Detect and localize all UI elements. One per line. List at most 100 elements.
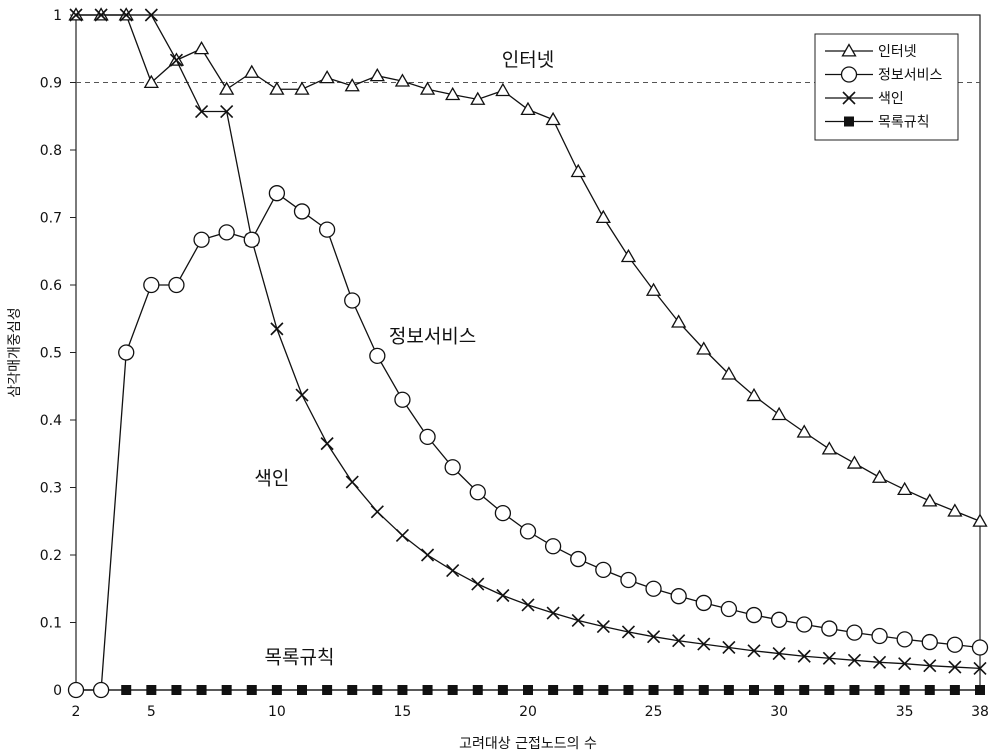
series-3-point: [648, 685, 659, 695]
legend-label: 목록규칙: [878, 115, 930, 131]
series-0-point: [143, 74, 159, 89]
legend-item: 목록규칙: [825, 115, 930, 131]
series-2-point: [496, 588, 510, 603]
x-tick-label: 38: [971, 704, 989, 720]
series-1-line: [76, 192, 981, 691]
series-3-point: [322, 685, 333, 695]
x-tick-label: 25: [645, 704, 663, 720]
series-1-point: [645, 580, 662, 597]
series-1-point: [218, 224, 235, 241]
series-2-point: [898, 657, 912, 671]
series-1-point: [92, 681, 110, 699]
series-1-point: [921, 633, 938, 651]
y-tick-label: 0.3: [40, 481, 62, 497]
series-3: [71, 685, 985, 695]
series-1-point: [444, 459, 461, 476]
series-2-point: [270, 322, 284, 336]
series-0-point: [620, 248, 637, 263]
series-1-point: [846, 624, 863, 641]
series-0-point: [696, 341, 712, 355]
series-3-point: [849, 685, 860, 695]
series-2-point: [345, 475, 359, 489]
series-1-point: [193, 231, 210, 248]
series-1-point: [268, 185, 286, 202]
series-2-point: [646, 630, 661, 644]
series-0-point: [796, 424, 812, 438]
y-tick-label: 0: [53, 683, 62, 699]
series-2-point: [973, 661, 987, 675]
series-0-point: [645, 282, 662, 296]
legend-label: 인터넷: [878, 44, 917, 60]
series-3-point: [447, 685, 458, 695]
series-2-point: [596, 619, 610, 634]
series-1-point: [118, 344, 135, 361]
series-3-point: [899, 685, 910, 695]
series-3-point: [297, 685, 307, 695]
series-0-point: [545, 111, 561, 126]
series-1-point: [318, 221, 336, 238]
series-1-point: [293, 203, 311, 220]
annotation-label: 정보서비스: [389, 326, 476, 348]
series-0-point: [445, 86, 461, 101]
series-3-point: [422, 685, 433, 695]
series-1-point: [821, 620, 838, 637]
series-2-point: [521, 598, 535, 612]
series-3-point: [673, 685, 684, 695]
y-tick-label: 0.5: [40, 346, 62, 362]
y-tick-label: 0.1: [40, 616, 62, 632]
series-0-point: [771, 406, 787, 421]
annotation-label: 목록규칙: [265, 646, 335, 668]
series-2-point: [847, 653, 862, 667]
series-0-point: [193, 40, 210, 55]
series-0-point: [369, 67, 385, 82]
series-2-point: [119, 8, 133, 22]
series-0-point: [470, 91, 486, 105]
series-2-point: [842, 91, 856, 105]
series-0-point: [871, 469, 888, 483]
legend-box: [814, 33, 959, 141]
series-0-point: [821, 441, 837, 455]
series-0-point: [495, 82, 511, 97]
series-2-point: [772, 646, 786, 661]
y-tick-label: 0.9: [40, 76, 62, 92]
y-tick-label: 0.6: [40, 278, 62, 294]
series-1-point: [419, 428, 436, 446]
y-tick-label: 1: [53, 8, 62, 24]
series-2-point: [194, 104, 209, 119]
x-tick-label: 15: [394, 704, 412, 720]
series-2-point: [471, 577, 485, 591]
series-3-point: [397, 685, 408, 695]
legend-item: 정보서비스: [825, 66, 943, 84]
series-2-point: [69, 8, 83, 22]
series-3-point: [949, 685, 960, 695]
y-axis-label: 삼각매개중심성: [7, 307, 23, 397]
series-1-point: [770, 611, 788, 628]
series-1-point: [168, 276, 185, 294]
series-1-point: [595, 561, 612, 578]
x-tick-label: 20: [519, 704, 537, 720]
series-1-point: [143, 276, 160, 294]
x-tick-label: 30: [770, 704, 788, 720]
series-0-point: [244, 64, 260, 78]
series-2-point: [797, 649, 811, 663]
legend-label: 색인: [878, 91, 904, 107]
series-3-point: [171, 685, 182, 695]
series-2-point: [722, 640, 736, 655]
x-tick-label: 2: [72, 704, 81, 720]
series-2-point: [747, 644, 761, 658]
series-1-point: [243, 231, 260, 248]
series-1-point: [796, 616, 813, 633]
series-3-point: [723, 685, 734, 695]
series-3-point: [874, 685, 885, 695]
series-0-point: [595, 209, 611, 224]
series-3-point: [271, 685, 282, 695]
series-1-point: [344, 292, 361, 309]
series-0-point: [841, 43, 857, 57]
x-tick-label: 5: [147, 704, 156, 720]
y-axis-ticks: 0 0.1 0.2 0.3 0.4 0.5 0.6 0.7 0.8 0.9 1: [40, 8, 76, 699]
series-2-point: [370, 505, 384, 519]
series-1-point: [896, 631, 913, 648]
series-3-point: [844, 116, 854, 127]
